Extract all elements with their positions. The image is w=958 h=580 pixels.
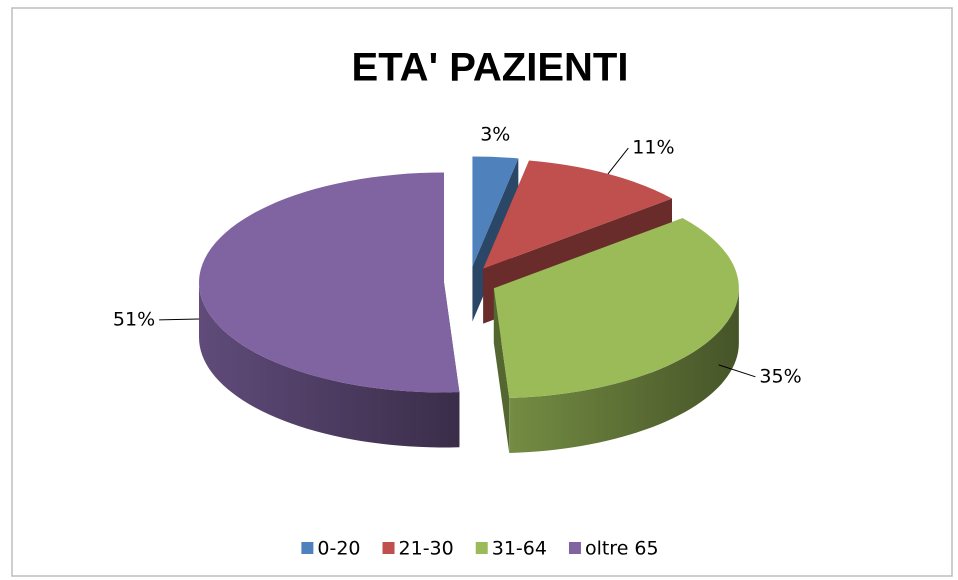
chart-title: ETA' PAZIENTI xyxy=(352,46,629,90)
data-label: 35% xyxy=(759,365,801,387)
pie-tops xyxy=(199,156,739,398)
leader-line xyxy=(718,364,756,378)
legend-label: 21-30 xyxy=(399,538,454,560)
slice xyxy=(493,218,739,398)
slice xyxy=(199,172,460,393)
legend-swatch xyxy=(568,542,581,554)
legend-item: 31-64 xyxy=(475,538,547,560)
data-label: 51% xyxy=(113,308,155,330)
legend-item: oltre 65 xyxy=(568,538,659,560)
slice xyxy=(472,156,519,267)
legend-label: 0-20 xyxy=(317,538,360,560)
data-label: 11% xyxy=(632,137,674,159)
legend: 0-20 21-30 31-64 oltre 65 xyxy=(301,538,659,560)
legend-label: 31-64 xyxy=(492,538,547,560)
legend-item: 21-30 xyxy=(382,538,454,560)
slice-outer-wall xyxy=(509,288,739,453)
legend-label: oltre 65 xyxy=(585,538,659,560)
leader-line xyxy=(159,318,200,321)
legend-swatch xyxy=(382,542,395,554)
pie-labels: 3% 11% 35% 51% xyxy=(113,124,802,388)
slice-outer-wall xyxy=(199,282,460,448)
leader-line xyxy=(607,147,629,175)
legend-swatch xyxy=(475,542,488,554)
slice-cut-wall xyxy=(493,288,510,453)
legend-swatch xyxy=(301,542,314,554)
data-label: 3% xyxy=(480,124,510,146)
legend-item: 0-20 xyxy=(301,538,361,560)
slice xyxy=(483,160,673,269)
